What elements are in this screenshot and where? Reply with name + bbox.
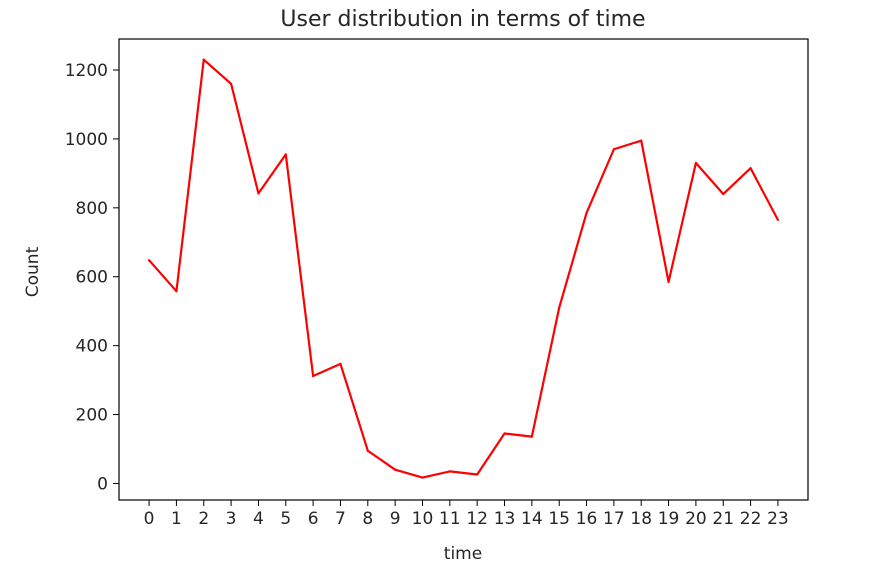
x-tick-label: 23 (767, 509, 789, 529)
y-tick-label: 1200 (65, 61, 108, 81)
x-tick-label: 9 (390, 509, 401, 529)
data-point (640, 139, 643, 142)
x-tick-label: 5 (280, 509, 291, 529)
data-point (503, 432, 506, 435)
x-tick-label: 0 (144, 509, 155, 529)
x-tick-label: 17 (603, 509, 625, 529)
data-point (530, 435, 533, 438)
y-tick-label: 800 (76, 199, 108, 219)
data-point (257, 192, 260, 195)
data-point (284, 153, 287, 156)
data-point (366, 449, 369, 452)
data-point (147, 259, 151, 262)
y-axis-label: Count (23, 246, 43, 297)
data-point (612, 148, 615, 151)
data-point (585, 211, 588, 215)
x-tick-label: 3 (226, 509, 237, 529)
plot-frame (118, 38, 809, 501)
y-tick-label: 0 (97, 474, 108, 494)
data-point (394, 468, 397, 471)
x-tick-label: 22 (740, 509, 762, 529)
x-tick-label: 19 (658, 509, 680, 529)
x-axis-label: time (444, 544, 482, 564)
x-tick-label: 18 (630, 509, 652, 529)
series-line (148, 58, 779, 479)
x-tick-label: 12 (466, 509, 488, 529)
data-point (476, 473, 479, 476)
y-tick-label: 1000 (65, 130, 108, 150)
x-tick-label: 15 (548, 509, 570, 529)
x-tick-label: 10 (412, 509, 434, 529)
x-tick-label: 21 (712, 509, 734, 529)
data-point (722, 192, 725, 196)
data-point (421, 476, 424, 479)
data-point (776, 218, 780, 221)
x-tick-label: 1 (171, 509, 182, 529)
x-tick-label: 8 (362, 509, 373, 529)
x-tick-label: 11 (439, 509, 461, 529)
chart-title: User distribution in terms of time (280, 7, 645, 32)
data-point (749, 167, 752, 170)
y-tick-label: 600 (76, 268, 108, 288)
x-tick-label: 6 (308, 509, 319, 529)
data-point (202, 58, 205, 61)
data-point (229, 82, 233, 85)
data-point (448, 470, 451, 473)
plot-area (147, 58, 780, 479)
data-point (558, 306, 561, 309)
x-tick-label: 16 (576, 509, 598, 529)
x-tick-label: 4 (253, 509, 264, 529)
x-tick-label: 7 (335, 509, 346, 529)
x-tick-label: 20 (685, 509, 707, 529)
data-point (667, 280, 670, 284)
y-tick-label: 200 (76, 406, 108, 426)
data-point (339, 362, 342, 366)
y-tick-label: 400 (76, 337, 108, 357)
x-tick-label: 14 (521, 509, 543, 529)
data-point (312, 374, 315, 378)
data-point (175, 290, 178, 293)
x-tick-label: 13 (494, 509, 516, 529)
data-point (694, 161, 698, 165)
x-tick-label: 2 (198, 509, 209, 529)
